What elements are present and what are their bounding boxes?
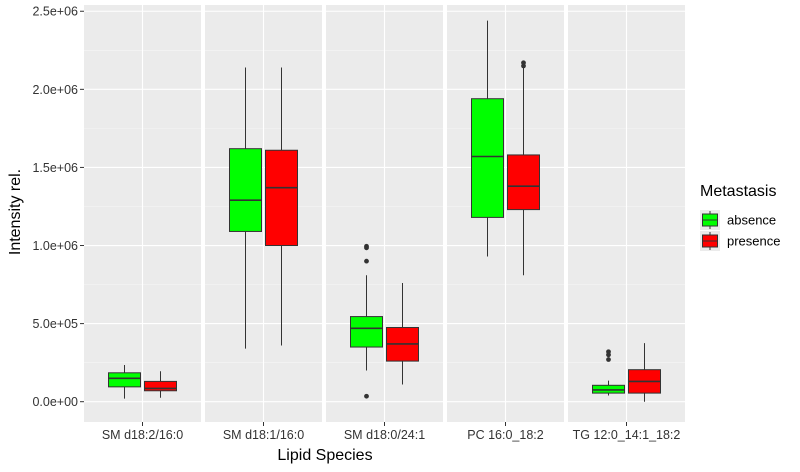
- box-body: [229, 148, 262, 232]
- x-tick-label: SM d18:1/16:0: [223, 428, 304, 442]
- y-tick-label: 0.0e+00: [32, 395, 78, 409]
- box-presence: [628, 343, 661, 402]
- panels-layer: [84, 5, 685, 422]
- legend: Metastasis absence presence: [700, 183, 780, 251]
- outlier-point: [364, 258, 369, 264]
- x-tick-label: PC 16:0_18:2: [467, 428, 543, 442]
- panel: [568, 5, 685, 422]
- x-axis: SM d18:2/16:0 SM d18:1/16:0 SM d18:0/24:1 P…: [102, 422, 681, 442]
- y-tick-label: 2.5e+06: [32, 5, 78, 19]
- box-absence: [229, 67, 262, 349]
- box-body: [108, 372, 141, 388]
- legend-items: absence presence: [700, 210, 780, 251]
- outlier-point: [521, 60, 526, 66]
- box-body: [350, 316, 383, 348]
- y-axis: 0.0e+00 5.0e+05 1.0e+06 1.5e+06 2.0e+06 2.5e+…: [32, 5, 84, 409]
- y-tick-label: 2.0e+06: [32, 83, 78, 97]
- y-tick-label: 1.0e+06: [32, 239, 78, 253]
- box-body: [144, 380, 177, 392]
- box-presence: [507, 60, 540, 276]
- legend-title: Metastasis: [700, 183, 776, 200]
- legend-label: absence: [727, 213, 776, 228]
- x-tick-label: TG 12:0_14:1_18:2: [573, 428, 681, 442]
- outlier-point: [364, 243, 369, 249]
- legend-item-presence: presence: [700, 231, 780, 251]
- box-body: [471, 98, 504, 218]
- legend-label: presence: [727, 234, 780, 249]
- y-tick-label: 1.5e+06: [32, 161, 78, 175]
- panel: [447, 5, 564, 422]
- x-tick-label: SM d18:0/24:1: [344, 428, 425, 442]
- outlier-point: [364, 393, 369, 399]
- box-absence: [108, 364, 141, 399]
- box-presence: [386, 283, 419, 385]
- legend-item-absence: absence: [700, 210, 776, 230]
- box-presence: [144, 371, 177, 398]
- y-axis-title: Intensity rel.: [7, 169, 24, 255]
- panel: [205, 5, 322, 422]
- outlier-point: [606, 349, 611, 355]
- y-tick-label: 5.0e+05: [32, 317, 78, 331]
- box-body: [507, 154, 540, 211]
- x-axis-title: Lipid Species: [277, 447, 372, 464]
- box-absence: [471, 20, 504, 257]
- panel: [84, 5, 201, 422]
- box-absence: [350, 243, 383, 399]
- outlier-point: [606, 357, 611, 362]
- box-body: [265, 149, 298, 247]
- box-presence: [265, 67, 298, 346]
- x-tick-label: SM d18:2/16:0: [102, 428, 183, 442]
- panel: [326, 5, 443, 422]
- box-absence: [592, 349, 625, 396]
